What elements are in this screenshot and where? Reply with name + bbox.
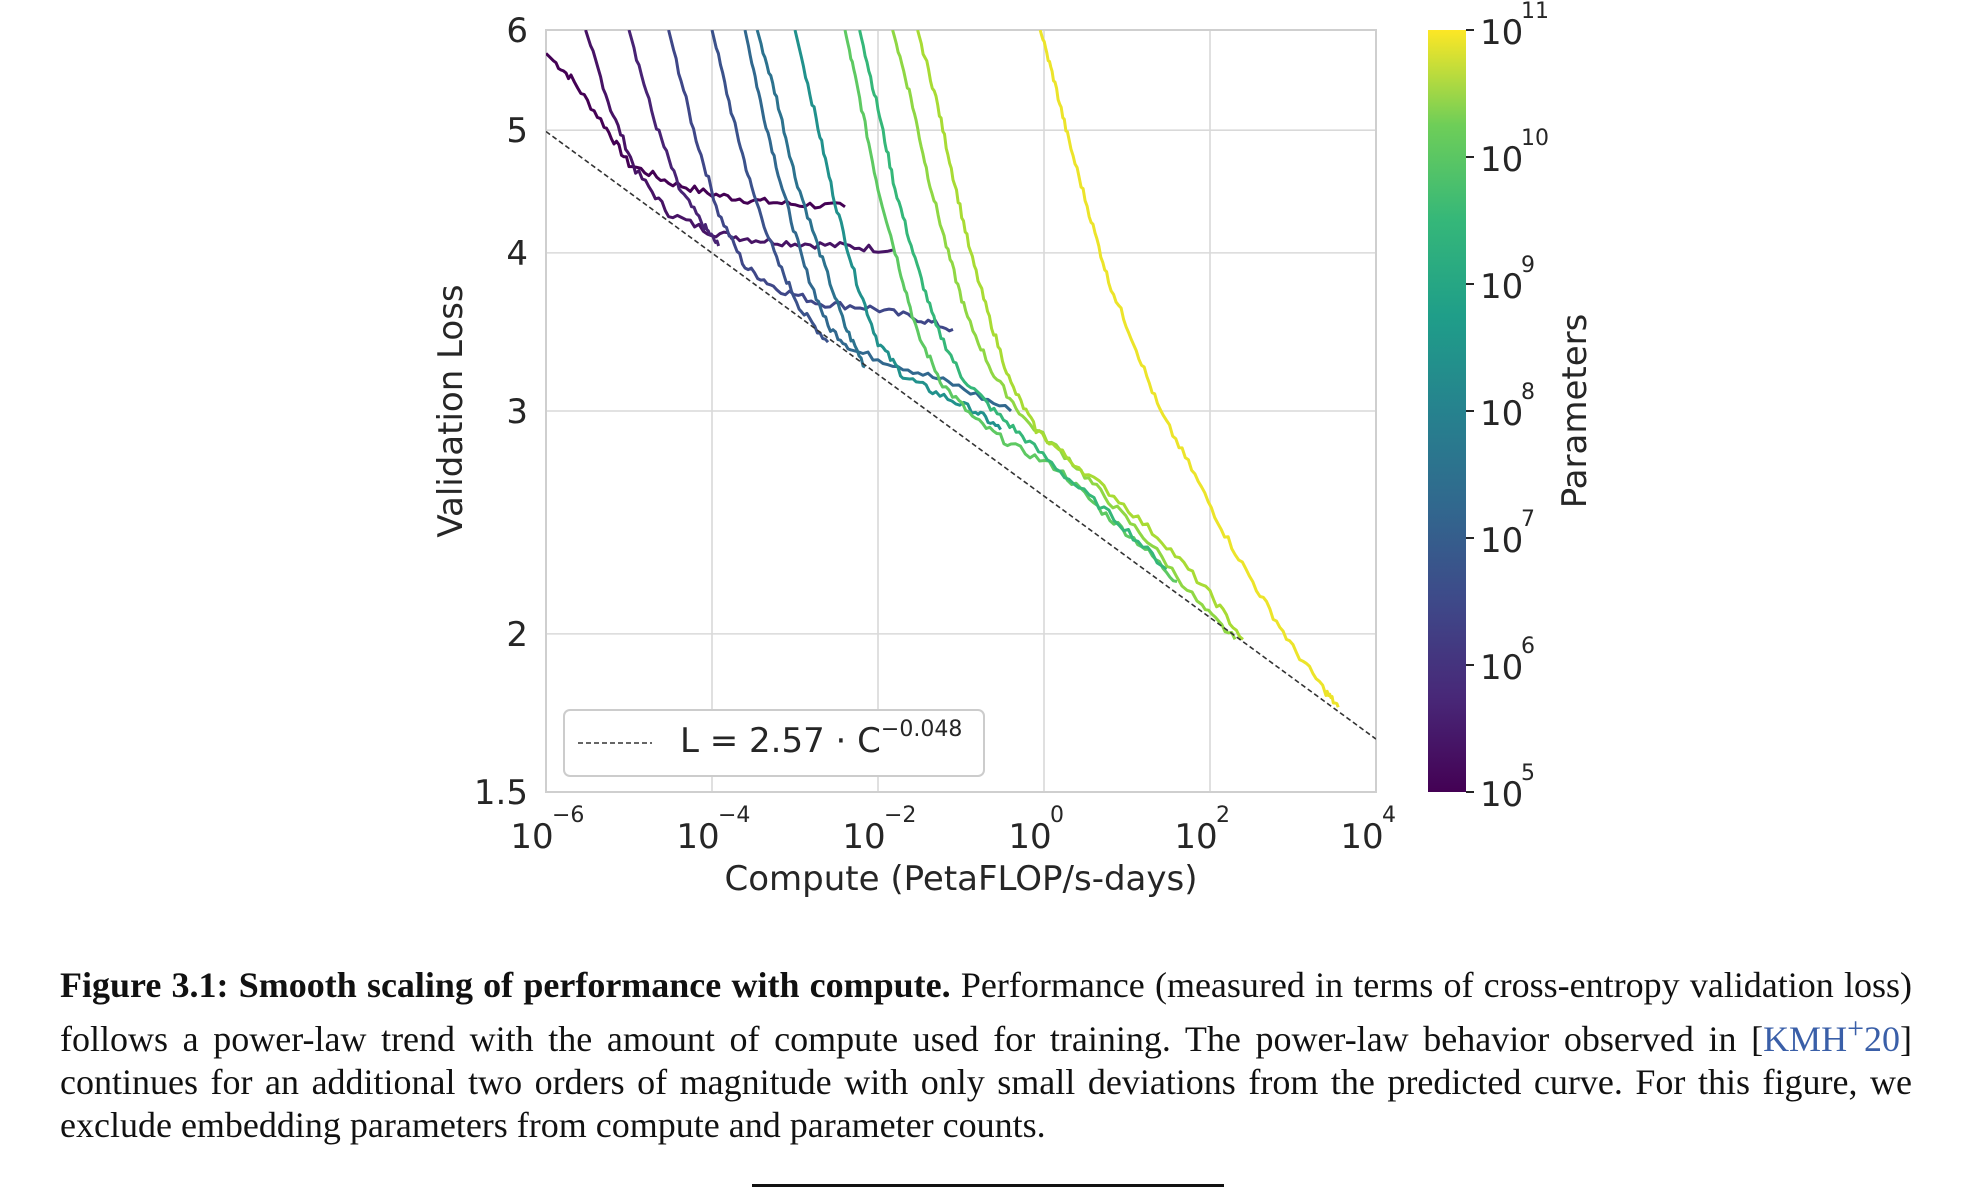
caption-citation-num: 20 — [1864, 1019, 1900, 1059]
figure-caption: Figure 3.1: Smooth scaling of performanc… — [60, 964, 1912, 1147]
colorbar-tick: 107 — [1466, 507, 1535, 561]
grid-layer — [545, 29, 1377, 793]
x-tick-label: 104 — [1340, 803, 1396, 857]
fit-line — [546, 130, 1376, 740]
y-tick-label: 6 — [506, 11, 528, 51]
x-tick-base: 10 — [1174, 817, 1217, 857]
series-line-run-2e9 — [916, 30, 1244, 641]
y-tick-label: 4 — [506, 234, 528, 274]
caption-citation-base: KMH — [1763, 1019, 1848, 1059]
y-tick-label: 1.5 — [474, 773, 528, 813]
series-layer — [546, 30, 1340, 708]
x-tick-base: 10 — [842, 817, 885, 857]
footnote-rule — [752, 1184, 1224, 1187]
x-tick-label: 102 — [1174, 803, 1230, 857]
colorbar-tick-exp: 5 — [1521, 761, 1535, 786]
colorbar-tick-base: 10 — [1480, 521, 1523, 561]
series-line-run-1e6 — [627, 30, 721, 247]
x-tick-exp: −4 — [718, 803, 750, 828]
x-tick-exp: −6 — [552, 803, 584, 828]
colorbar-tick-exp: 6 — [1521, 634, 1535, 659]
colorbar-tick-exp: 9 — [1521, 253, 1535, 278]
colorbar-tick-base: 10 — [1480, 394, 1523, 434]
x-tick-label: 100 — [1008, 803, 1064, 857]
series-line-run-5e7 — [755, 30, 866, 369]
fit-layer — [546, 130, 1376, 740]
x-tick-label: 10−4 — [676, 803, 750, 857]
x-tick-exp: 4 — [1382, 803, 1396, 828]
caption-citation[interactable]: KMH+20 — [1763, 1012, 1900, 1059]
colorbar-tick-exp: 11 — [1521, 0, 1549, 24]
colorbar-tick: 108 — [1466, 380, 1535, 434]
series-line-run-1e9 — [891, 30, 1237, 641]
x-tick-label: 10−2 — [842, 803, 916, 857]
colorbar-tick-base: 10 — [1480, 13, 1523, 53]
colorbar-tick-base: 10 — [1480, 140, 1523, 180]
x-tick-exp: 2 — [1216, 803, 1230, 828]
series-line-run-2e7 — [743, 30, 1013, 413]
colorbar-tick-exp: 7 — [1521, 507, 1535, 532]
x-tick-base: 10 — [510, 817, 553, 857]
legend: L = 2.57 · C−0.048 — [563, 709, 985, 777]
series-line-run-2e8 — [843, 30, 1178, 583]
y-tick-label: 2 — [506, 615, 528, 655]
colorbar-tick: 105 — [1466, 761, 1535, 815]
caption-text-2: ] continues for an additional two orders… — [60, 1019, 1912, 1145]
caption-citation-sup: + — [1847, 1012, 1864, 1045]
colorbar-tick: 109 — [1466, 253, 1535, 307]
colorbar-tick-exp: 8 — [1521, 380, 1535, 405]
colorbar-tick-exp: 10 — [1521, 126, 1549, 151]
series-line-run-3e6 — [667, 30, 954, 333]
y-tick-label: 5 — [506, 111, 528, 151]
x-axis-label: Compute (PetaFLOP/s-days) — [725, 859, 1198, 899]
x-tick-exp: −2 — [884, 803, 916, 828]
plot-frame — [545, 29, 1377, 793]
colorbar-tick-base: 10 — [1480, 775, 1523, 815]
series-line-run-1e7 — [710, 30, 830, 344]
y-tick-label: 3 — [506, 392, 528, 432]
x-tick-label: 10−6 — [510, 803, 584, 857]
caption-label: Figure 3.1: Smooth scaling of performanc… — [60, 965, 951, 1005]
colorbar — [1428, 30, 1466, 792]
legend-box — [563, 709, 985, 777]
series-line-run-1.75e11 — [1038, 30, 1340, 708]
y-tick-labels: 1.5 2 3 4 5 6 — [474, 11, 528, 813]
colorbar-tick-base: 10 — [1480, 648, 1523, 688]
series-line-run-1e5 — [546, 52, 846, 210]
colorbar-tick-base: 10 — [1480, 267, 1523, 307]
colorbar-label: Parameters — [1555, 314, 1595, 509]
y-axis-label: Validation Loss — [431, 284, 471, 537]
x-tick-base: 10 — [676, 817, 719, 857]
series-line-run-5e8 — [858, 30, 1168, 571]
x-tick-base: 10 — [1340, 817, 1383, 857]
colorbar-tick: 106 — [1466, 634, 1535, 688]
caption-text-1: Performance (measured in terms of cross-… — [60, 965, 1912, 1059]
x-tick-exp: 0 — [1050, 803, 1064, 828]
legend-label: L = 2.57 · C−0.048 — [680, 717, 962, 761]
x-tick-base: 10 — [1008, 817, 1051, 857]
